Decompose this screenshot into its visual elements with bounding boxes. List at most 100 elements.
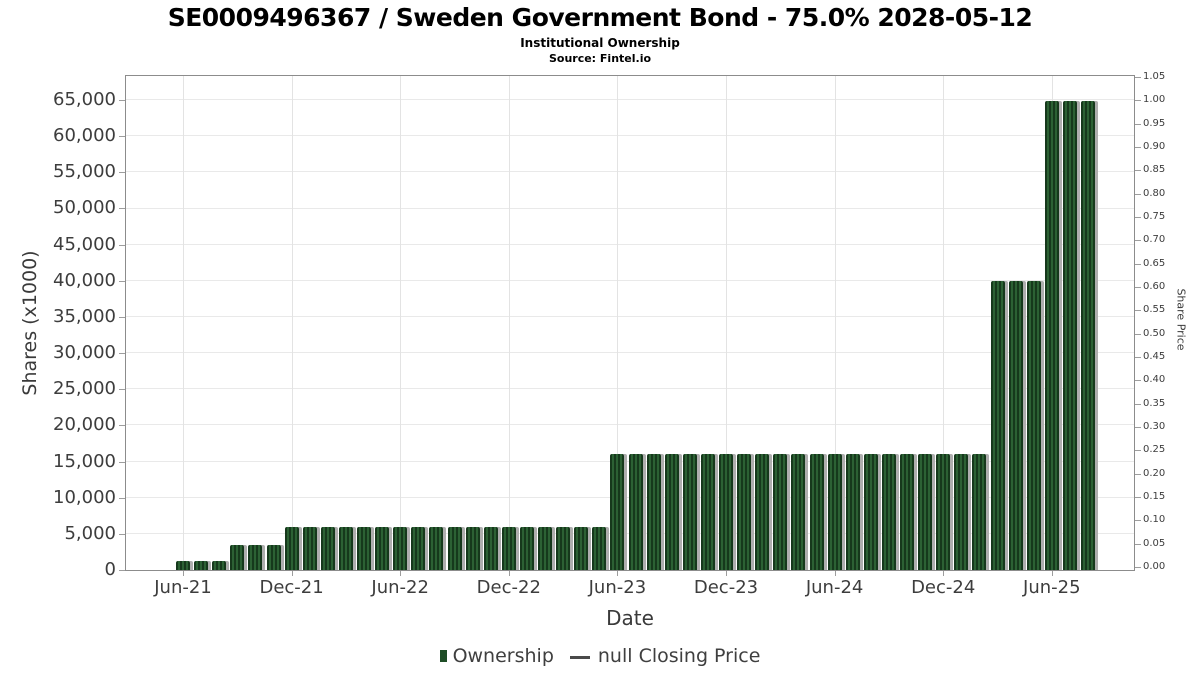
x-axis-tick-label: Dec-23	[693, 577, 759, 598]
price-axis-tick-label: 0.05	[1143, 537, 1166, 549]
price-legend-label: null Closing Price	[597, 645, 761, 667]
price-axis-tick	[1135, 567, 1141, 568]
price-axis-tick	[1135, 310, 1141, 312]
price-axis-tick-label: 0.40	[1143, 374, 1166, 386]
x-gridline	[943, 76, 945, 570]
x-axis-tick	[1051, 571, 1053, 576]
y-axis-tick-label: 60,000	[53, 125, 116, 147]
y-gridline	[126, 279, 1134, 281]
y-axis-tick-label: 30,000	[53, 342, 116, 364]
ownership-bar	[610, 453, 625, 570]
ownership-legend-label: Ownership	[452, 645, 554, 667]
ownership-bar	[357, 527, 371, 570]
ownership-bar	[465, 527, 480, 570]
ownership-bar	[230, 544, 245, 570]
x-axis-tick	[508, 571, 510, 576]
price-axis-tick-label: 0.30	[1143, 421, 1166, 432]
ownership-bar	[194, 561, 209, 570]
x-gridline	[617, 76, 619, 570]
ownership-bar	[737, 453, 752, 570]
price-axis-tick	[1135, 287, 1141, 288]
y-axis-tick	[119, 425, 125, 427]
ownership-bar	[556, 527, 571, 570]
price-axis-tick	[1135, 193, 1141, 195]
chart-source: Source: Fintel.io	[548, 52, 652, 65]
y-axis-tick	[119, 136, 125, 138]
price-axis-tick-label: 0.50	[1143, 327, 1166, 339]
x-axis-tick-label: Jun-21	[154, 577, 212, 598]
y-axis-tick-label: 20,000	[53, 414, 116, 436]
price-axis-tick-label: 1.05	[1143, 71, 1166, 82]
ownership-bar	[1008, 280, 1023, 570]
y-axis-tick-label: 40,000	[53, 269, 116, 291]
ownership-bar	[1044, 100, 1059, 570]
ownership-bar	[338, 527, 353, 570]
x-gridline	[508, 76, 510, 570]
ownership-bar	[755, 453, 770, 570]
ownership-bar	[248, 544, 263, 570]
price-axis-tick-label: 0.95	[1143, 117, 1166, 129]
y-axis-tick-label: 25,000	[53, 378, 116, 400]
ownership-bar	[918, 453, 933, 570]
price-axis-tick-label: 0.90	[1143, 141, 1166, 152]
y-axis-tick	[119, 461, 125, 463]
price-axis-tick-label: 1.00	[1143, 94, 1166, 106]
ownership-bar	[284, 527, 299, 570]
x-axis-tick	[617, 571, 619, 576]
ownership-bar	[791, 453, 806, 570]
y-axis-tick	[119, 497, 125, 499]
ownership-bar	[1081, 100, 1095, 570]
ownership-bar	[773, 453, 788, 570]
price-axis-tick-label: 0.20	[1143, 467, 1166, 479]
ownership-bar	[1026, 280, 1041, 570]
x-axis-tick	[291, 571, 293, 576]
ownership-bar	[320, 527, 335, 570]
right-axis-title: Share Price	[1174, 288, 1188, 351]
price-axis-tick	[1135, 497, 1141, 498]
price-axis-tick	[1135, 77, 1141, 78]
y-axis-tick	[119, 208, 125, 210]
x-axis-tick-label: Jun-22	[371, 577, 429, 598]
x-gridline	[834, 76, 836, 570]
ownership-bar	[483, 527, 498, 570]
x-axis-tick	[943, 571, 945, 576]
price-axis-tick	[1135, 380, 1141, 382]
price-axis-tick-label: 0.10	[1143, 514, 1166, 526]
price-axis-tick-label: 0.85	[1143, 164, 1166, 176]
y-gridline	[126, 99, 1134, 100]
ownership-bar	[429, 527, 444, 570]
ownership-bar	[881, 453, 896, 570]
y-axis-tick	[119, 280, 125, 282]
y-axis-tick	[119, 244, 125, 246]
y-gridline	[126, 388, 1134, 390]
x-axis-title: Date	[606, 606, 654, 630]
x-axis-tick-label: Dec-24	[911, 577, 976, 598]
y-axis-tick	[119, 389, 125, 391]
ownership-bar	[936, 453, 951, 570]
price-axis-tick-label: 0.15	[1143, 491, 1166, 502]
price-axis-tick-label: 0.45	[1143, 351, 1166, 362]
ownership-bar	[538, 527, 552, 570]
y-gridline	[126, 315, 1134, 317]
price-axis-tick	[1135, 217, 1141, 218]
y-axis-tick-label: 65,000	[53, 89, 116, 110]
x-axis-tick-label: Jun-24	[805, 577, 864, 598]
y-gridline	[126, 135, 1134, 137]
ownership-bar	[682, 453, 697, 570]
ownership-bar	[519, 527, 534, 570]
ownership-legend-swatch	[439, 650, 447, 662]
ownership-bar	[302, 527, 317, 570]
price-axis-tick	[1135, 100, 1141, 102]
price-axis-tick	[1135, 170, 1141, 172]
x-axis-tick	[834, 571, 836, 576]
ownership-bar	[719, 453, 733, 570]
y-axis-tick	[119, 353, 125, 355]
x-gridline	[400, 76, 402, 570]
x-axis-tick	[183, 571, 184, 576]
y-axis-tick-label: 10,000	[53, 486, 116, 508]
x-axis-tick-label: Dec-22	[476, 577, 541, 598]
ownership-bar	[212, 561, 227, 570]
x-axis-tick-label: Dec-21	[259, 577, 324, 598]
y-axis-tick-label: 35,000	[53, 305, 116, 327]
